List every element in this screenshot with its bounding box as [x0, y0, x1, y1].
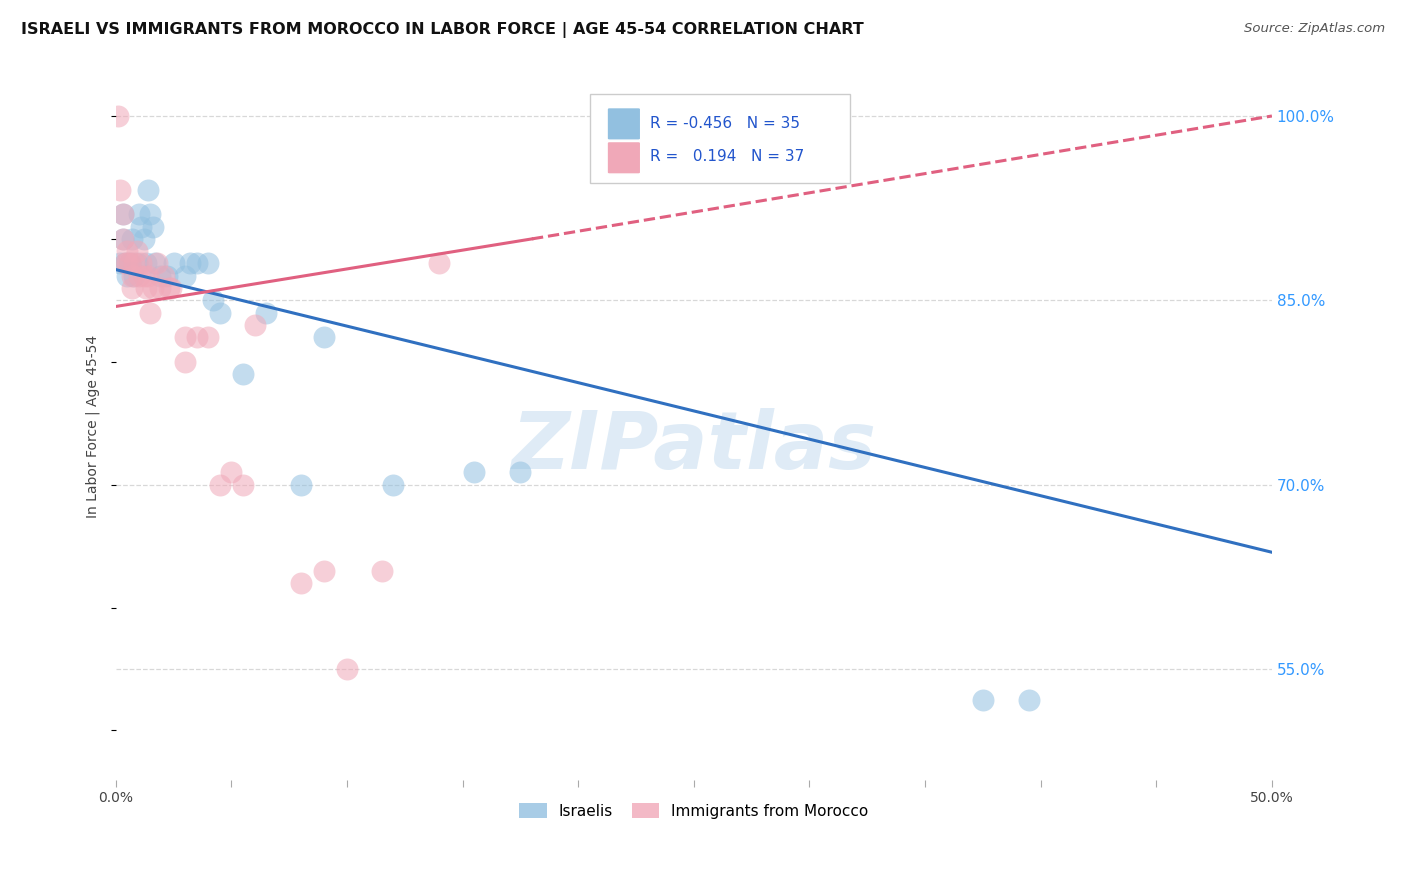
Point [149, 281, 172, 295]
Point [208, 477, 231, 491]
Point [111, 207, 134, 221]
Text: R = -0.456   N = 35: R = -0.456 N = 35 [650, 116, 800, 130]
Point [186, 330, 208, 344]
Point [174, 268, 197, 283]
Point [111, 232, 134, 246]
Y-axis label: In Labor Force | Age 45-54: In Labor Force | Age 45-54 [86, 334, 100, 518]
Point [312, 564, 335, 578]
Point [197, 330, 219, 344]
Point [118, 256, 141, 270]
Point [129, 256, 152, 270]
Text: ISRAELI VS IMMIGRANTS FROM MOROCCO IN LABOR FORCE | AGE 45-54 CORRELATION CHART: ISRAELI VS IMMIGRANTS FROM MOROCCO IN LA… [21, 22, 863, 38]
Point [162, 256, 184, 270]
Point [132, 268, 155, 283]
Point [107, 109, 129, 123]
Point [142, 219, 165, 234]
Point [290, 576, 312, 591]
Point [110, 183, 132, 197]
Point [132, 232, 155, 246]
Point [139, 207, 162, 221]
Point [111, 232, 134, 246]
Point [136, 268, 159, 283]
FancyBboxPatch shape [607, 108, 641, 140]
Point [254, 305, 277, 319]
Point [160, 281, 183, 295]
Point [121, 268, 143, 283]
Point [111, 207, 134, 221]
Point [156, 268, 179, 283]
Point [149, 268, 172, 283]
Point [128, 268, 150, 283]
Point [122, 256, 145, 270]
Point [174, 330, 197, 344]
Text: Source: ZipAtlas.com: Source: ZipAtlas.com [1244, 22, 1385, 36]
Text: ZIPatlas: ZIPatlas [512, 409, 876, 486]
Point [509, 466, 531, 480]
Legend: Israelis, Immigrants from Morocco: Israelis, Immigrants from Morocco [513, 797, 875, 825]
Point [972, 692, 994, 706]
FancyBboxPatch shape [607, 142, 641, 174]
Point [128, 207, 150, 221]
FancyBboxPatch shape [589, 95, 849, 183]
Point [179, 256, 201, 270]
Point [232, 477, 254, 491]
Point [135, 281, 157, 295]
Point [1018, 692, 1040, 706]
Point [136, 183, 159, 197]
Point [129, 219, 152, 234]
Point [221, 466, 243, 480]
Point [232, 367, 254, 381]
Point [186, 256, 208, 270]
Point [429, 256, 451, 270]
Point [197, 256, 219, 270]
Point [117, 268, 139, 283]
Point [382, 477, 405, 491]
Point [121, 232, 143, 246]
Point [117, 244, 139, 259]
Point [153, 268, 176, 283]
Point [110, 256, 132, 270]
Point [201, 293, 224, 308]
Point [121, 281, 143, 295]
Point [290, 477, 312, 491]
Point [243, 318, 266, 332]
Point [157, 281, 180, 295]
Point [135, 256, 157, 270]
Point [125, 256, 148, 270]
Point [139, 305, 162, 319]
Text: R =   0.194   N = 37: R = 0.194 N = 37 [650, 149, 804, 164]
Point [114, 256, 136, 270]
Point [122, 268, 145, 283]
Point [114, 256, 136, 270]
Point [142, 281, 165, 295]
Point [208, 305, 231, 319]
Point [312, 330, 335, 344]
Point [336, 662, 359, 676]
Point [118, 256, 141, 270]
Point [174, 355, 197, 369]
Point [117, 256, 139, 270]
Point [463, 466, 485, 480]
Point [125, 244, 148, 259]
Point [143, 256, 166, 270]
Point [146, 256, 169, 270]
Point [370, 564, 392, 578]
